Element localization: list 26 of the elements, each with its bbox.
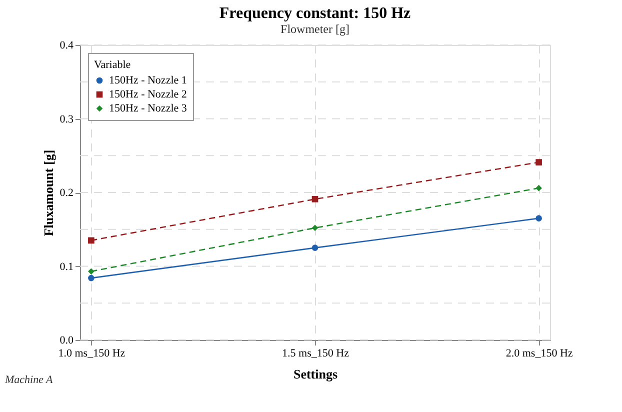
chart-title: Frequency constant: 150 Hz [219,5,411,22]
point [536,215,542,222]
y-axis-title: Fluxamount [g] [40,150,56,236]
point [536,184,542,192]
x-tick-label: 1.5 ms_150 Hz [282,348,350,360]
point [536,159,542,166]
text: Machine A [4,374,54,386]
legend-label: 150Hz - Nozzle 3 [109,102,188,114]
point [88,274,94,282]
chart-subtitle: Flowmeter [g] [280,22,350,36]
point [312,224,318,232]
legend-label: 150Hz - Nozzle 2 [109,88,187,100]
x-tick-label: 1.0 ms_150 Hz [58,348,126,360]
point [312,244,318,251]
point [88,237,94,244]
legend-label: 150Hz - Nozzle 1 [109,74,187,86]
x-axis-title: Settings [293,366,338,382]
y-tick-label: 0.2 [60,187,74,199]
point [88,268,94,275]
x-tick-label: 2.0 ms_150 Hz [506,348,573,360]
y-tick-label: 0.3 [60,113,74,126]
point [312,196,318,202]
y-tick-label: 0.1 [60,260,74,273]
legend-title: Variable [94,59,131,71]
y-tick-label: 0.4 [60,40,74,52]
y-tick-label: 0.0 [60,334,74,346]
